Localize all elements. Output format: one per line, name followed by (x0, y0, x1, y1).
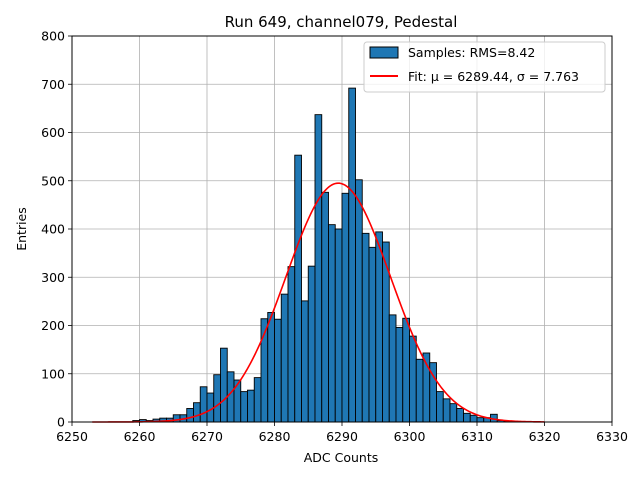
histogram-bar (287, 266, 296, 423)
y-tick-label: 300 (41, 270, 65, 285)
x-tick-label: 6280 (259, 429, 291, 444)
x-tick-label: 6270 (191, 429, 223, 444)
histogram-bar (375, 231, 383, 423)
histogram-bar (294, 154, 302, 423)
histogram-bar (328, 224, 336, 423)
histogram-bar (280, 293, 289, 423)
histogram-bar (186, 408, 194, 423)
histogram-bar (199, 386, 208, 423)
x-tick-label: 6320 (529, 429, 561, 444)
x-axis-ticks: 6250 6260 6270 6280 6290 6300 6310 6320 6330 (56, 422, 628, 444)
histogram-bar (253, 377, 262, 423)
histogram-bar (355, 179, 363, 423)
histogram-bar (449, 403, 458, 423)
y-tick-label: 700 (41, 77, 65, 92)
legend-samples-swatch (369, 46, 399, 59)
histogram-bar (240, 391, 248, 423)
histogram-bar (247, 389, 255, 423)
histogram-bar (314, 114, 323, 423)
histogram-bar (361, 232, 370, 423)
y-axis-label: Entries (14, 207, 29, 251)
histogram-bar (301, 300, 309, 423)
histogram-bar (213, 374, 221, 423)
legend: Samples: RMS=8.42 Fit: μ = 6289.44, σ = … (363, 41, 606, 93)
histogram-bar (348, 87, 356, 423)
y-tick-label: 0 (57, 415, 65, 430)
histogram-bar (476, 417, 485, 423)
histogram-bar (469, 414, 478, 423)
histogram-bar (307, 265, 316, 423)
legend-box (363, 41, 606, 93)
histogram-bar (415, 358, 424, 423)
histogram-bars (132, 87, 512, 423)
x-axis-label: ADC Counts (304, 450, 379, 465)
histogram-bar (409, 335, 417, 423)
histogram-bar (267, 312, 275, 423)
chart-title: Run 649, channel079, Pedestal (225, 13, 458, 31)
x-tick-label: 6290 (326, 429, 358, 444)
y-tick-label: 600 (41, 125, 65, 140)
histogram-bar (233, 379, 242, 423)
histogram-bar (388, 314, 397, 423)
x-tick-label: 6260 (124, 429, 156, 444)
y-tick-label: 100 (41, 366, 65, 381)
histogram-bar (368, 246, 377, 423)
x-tick-label: 6300 (394, 429, 426, 444)
histogram-bar (341, 192, 350, 423)
x-tick-label: 6250 (56, 429, 88, 444)
histogram-bar (193, 402, 201, 423)
histogram-bar (402, 317, 410, 423)
histogram-bar (436, 391, 444, 423)
x-tick-label: 6330 (596, 429, 628, 444)
histogram-bar (463, 412, 471, 423)
fit-curve (92, 182, 545, 423)
y-tick-label: 200 (41, 318, 65, 333)
histogram-bar (274, 318, 282, 423)
histogram-bar (334, 228, 343, 423)
y-tick-label: 400 (41, 222, 65, 237)
histogram-bar (395, 326, 404, 423)
histogram-bar (442, 398, 451, 423)
x-tick-label: 6310 (461, 429, 493, 444)
histogram-bar (321, 191, 329, 423)
legend-samples-label: Samples: RMS=8.42 (408, 45, 535, 60)
y-tick-label: 800 (41, 29, 65, 44)
y-axis-ticks: 0 100 200 300 400 500 600 700 800 (41, 29, 72, 430)
histogram-bar (220, 347, 228, 423)
legend-fit-label: Fit: μ = 6289.44, σ = 7.763 (408, 69, 579, 84)
histogram-bar (456, 408, 464, 423)
y-tick-label: 500 (41, 173, 65, 188)
histogram-bar (226, 371, 235, 423)
